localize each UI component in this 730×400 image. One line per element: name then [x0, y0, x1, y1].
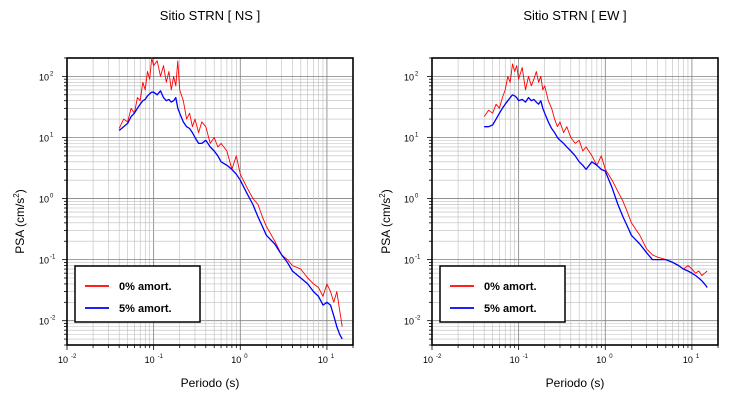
- series-line-5pct: [484, 94, 708, 288]
- y-tick-exponent: 0: [415, 194, 419, 200]
- x-tick-label: 10: [318, 355, 328, 365]
- legend-label: 0% amort.: [484, 281, 537, 293]
- y-tick-exponent: 0: [50, 194, 54, 200]
- legend: 0% amort. 5% amort.: [74, 265, 201, 323]
- y-tick-exponent: 2: [50, 71, 54, 77]
- x-tick-label: 10: [683, 355, 693, 365]
- x-tick-exponent: 0: [609, 354, 613, 360]
- x-tick-label: 10: [596, 355, 606, 365]
- y-tick-exponent: 1: [415, 132, 419, 138]
- y-tick-exponent: -2: [415, 316, 421, 322]
- x-tick-exponent: 1: [696, 354, 700, 360]
- legend: 0% amort. 5% amort.: [439, 265, 566, 323]
- chart-title: Sitio STRN [ EW ]: [523, 8, 626, 23]
- legend-box: [439, 265, 566, 323]
- y-tick-exponent: -1: [50, 255, 56, 261]
- legend-label: 5% amort.: [119, 303, 172, 315]
- y-tick-label: 10: [404, 317, 414, 327]
- y-tick-exponent: -2: [50, 316, 56, 322]
- legend-box: [74, 265, 201, 323]
- x-tick-label: 10: [145, 355, 155, 365]
- x-tick-exponent: -2: [71, 354, 77, 360]
- x-tick-label: 10: [231, 355, 241, 365]
- series-line-5pct: [118, 90, 343, 340]
- x-tick-label: 10: [510, 355, 520, 365]
- y-tick-exponent: 1: [50, 132, 54, 138]
- series-line-0pct: [483, 63, 708, 276]
- x-tick-exponent: 0: [244, 354, 248, 360]
- y-tick-label: 10: [39, 133, 49, 143]
- x-tick-exponent: -1: [158, 354, 164, 360]
- y-tick-exponent: 2: [415, 71, 419, 77]
- x-axis-label: Periodo (s): [546, 376, 605, 390]
- x-tick-label: 10: [58, 355, 68, 365]
- y-tick-label: 10: [404, 72, 414, 82]
- y-tick-label: 10: [39, 256, 49, 266]
- x-tick-exponent: -1: [523, 354, 529, 360]
- y-tick-label: 10: [404, 256, 414, 266]
- y-tick-label: 10: [39, 317, 49, 327]
- legend-label: 5% amort.: [484, 303, 537, 315]
- x-tick-exponent: 1: [331, 354, 335, 360]
- legend-label: 0% amort.: [119, 281, 172, 293]
- x-tick-label: 10: [423, 355, 433, 365]
- y-tick-label: 10: [404, 133, 414, 143]
- series-line-0pct: [118, 57, 343, 327]
- y-tick-label: 10: [39, 195, 49, 205]
- y-tick-label: 10: [39, 72, 49, 82]
- x-tick-exponent: -2: [436, 354, 442, 360]
- y-tick-label: 10: [404, 195, 414, 205]
- y-tick-exponent: -1: [415, 255, 421, 261]
- chart-title: Sitio STRN [ NS ]: [160, 8, 260, 23]
- y-axis-label: PSA (cm/s2): [12, 189, 27, 253]
- y-axis-label: PSA (cm/s2): [378, 189, 393, 253]
- x-axis-label: Periodo (s): [181, 376, 240, 390]
